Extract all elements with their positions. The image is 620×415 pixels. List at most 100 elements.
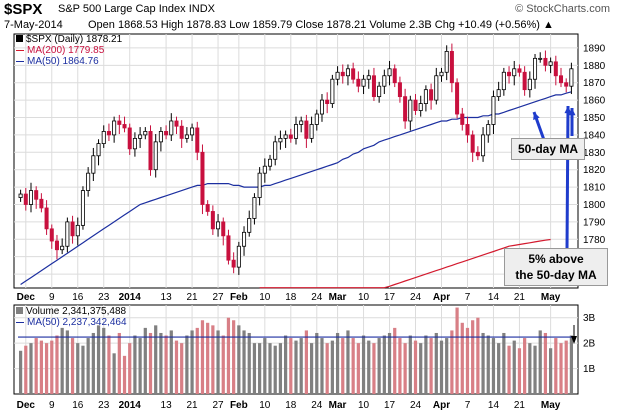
legend-price-swatch bbox=[16, 35, 23, 42]
volume-bar bbox=[252, 343, 257, 394]
price-tick-label: 1860 bbox=[583, 96, 606, 107]
x-tick-label-bottom: 10 bbox=[259, 400, 271, 411]
candle-body bbox=[314, 113, 319, 125]
volume-bar bbox=[569, 335, 574, 394]
volume-bar bbox=[450, 330, 454, 394]
x-tick-label: May bbox=[541, 292, 561, 303]
legend-ma200-swatch bbox=[16, 49, 24, 51]
candle-body bbox=[49, 228, 54, 242]
candle-body bbox=[434, 75, 439, 101]
volume-bar bbox=[403, 343, 407, 394]
volume-bar bbox=[320, 338, 324, 394]
candle-body bbox=[387, 68, 392, 77]
x-tick-label-bottom: 2014 bbox=[119, 400, 142, 411]
volume-bar bbox=[169, 330, 173, 394]
candle-body bbox=[164, 131, 169, 136]
x-tick-label-bottom: 21 bbox=[187, 400, 199, 411]
legend-volume: Volume 2,341,375,488 bbox=[16, 306, 126, 317]
candle-body bbox=[397, 82, 402, 98]
x-tick-label: 16 bbox=[72, 292, 84, 303]
volume-bar bbox=[81, 345, 85, 394]
candle-body bbox=[429, 89, 434, 101]
x-tick-label: 21 bbox=[187, 292, 199, 303]
x-tick-label: 24 bbox=[410, 292, 422, 303]
candle-body bbox=[169, 120, 174, 136]
candle-body bbox=[423, 89, 428, 104]
volume-tick-label: 1B bbox=[583, 364, 596, 375]
x-tick-label-bottom: 13 bbox=[161, 400, 173, 411]
volume-bar bbox=[346, 330, 350, 394]
x-tick-label: Dec bbox=[17, 292, 36, 303]
price-tick-label: 1890 bbox=[583, 43, 606, 54]
candle-body bbox=[91, 155, 96, 174]
candle-body bbox=[273, 141, 278, 160]
candle-body bbox=[496, 89, 501, 98]
ma50-line bbox=[20, 91, 572, 285]
legend-price: $SPX (Daily) 1878.21 bbox=[16, 34, 122, 45]
candle-body bbox=[533, 57, 538, 80]
volume-bar bbox=[273, 345, 277, 394]
x-tick-label: 2014 bbox=[119, 292, 142, 303]
x-tick-label-bottom: 17 bbox=[384, 400, 396, 411]
volume-bar bbox=[195, 327, 199, 394]
candle-body bbox=[60, 245, 65, 251]
ma-callout-box: 50-day MA bbox=[511, 138, 585, 160]
volume-bar bbox=[356, 343, 360, 394]
chart-header: $SPX S&P 500 Large Cap Index INDX © Stoc… bbox=[0, 0, 620, 34]
candle-body bbox=[221, 221, 226, 237]
volume-bar bbox=[29, 343, 33, 394]
x-tick-label-bottom: 27 bbox=[212, 400, 224, 411]
candle-body bbox=[236, 245, 241, 268]
ma-arrow-left-head bbox=[533, 112, 540, 120]
candle-body bbox=[190, 127, 195, 136]
quote-date: 7-May-2014 bbox=[4, 19, 63, 31]
volume-bar bbox=[465, 327, 470, 394]
candle-body bbox=[268, 158, 273, 167]
candle-body bbox=[127, 127, 132, 150]
volume-bar bbox=[117, 332, 121, 394]
volume-bar bbox=[159, 332, 163, 394]
x-tick-label-bottom: Mar bbox=[329, 400, 347, 411]
legend-volume-swatch bbox=[16, 307, 23, 314]
candle-body bbox=[184, 134, 189, 139]
candle-body bbox=[439, 71, 444, 77]
candle-body bbox=[309, 124, 314, 139]
candle-body bbox=[527, 78, 532, 91]
candle-body bbox=[257, 172, 262, 198]
volume-bar bbox=[258, 343, 262, 394]
volume-bar bbox=[502, 332, 506, 394]
volume-bar bbox=[174, 340, 179, 394]
volume-bar bbox=[232, 320, 236, 394]
candle-body bbox=[548, 61, 553, 66]
legend-volume-ma-swatch bbox=[16, 321, 24, 323]
candle-body bbox=[522, 71, 527, 91]
volume-bar bbox=[211, 325, 215, 394]
legend-volume-label: Volume 2,341,375,488 bbox=[26, 306, 127, 317]
candle-body bbox=[413, 99, 418, 111]
candle-body bbox=[34, 190, 39, 200]
x-tick-label-bottom: 21 bbox=[514, 400, 526, 411]
candle-body bbox=[403, 96, 408, 122]
volume-bar bbox=[278, 343, 283, 394]
x-tick-label-bottom: 18 bbox=[285, 400, 297, 411]
volume-bar bbox=[554, 338, 558, 394]
volume-bar bbox=[424, 335, 428, 394]
price-panel bbox=[13, 33, 579, 289]
candle-body bbox=[117, 120, 122, 125]
candle-body bbox=[288, 134, 293, 139]
candle-body bbox=[470, 134, 475, 153]
legend-volume-ma-label: MA(50) 2,237,342,464 bbox=[27, 317, 127, 328]
x-tick-label: 24 bbox=[311, 292, 323, 303]
volume-bar bbox=[325, 343, 329, 394]
candle-body bbox=[23, 193, 28, 205]
candle-body bbox=[543, 57, 548, 66]
x-tick-label: 10 bbox=[259, 292, 271, 303]
volume-bar bbox=[341, 338, 345, 394]
legend-ma50-label: MA(50) 1864.76 bbox=[27, 56, 99, 67]
volume-bar bbox=[221, 335, 225, 394]
x-tick-label-bottom: Feb bbox=[230, 400, 248, 411]
candle-body bbox=[132, 137, 137, 150]
legend-ma200: MA(200) 1779.85 bbox=[16, 45, 104, 56]
candle-body bbox=[28, 190, 34, 205]
candle-body bbox=[465, 124, 470, 136]
